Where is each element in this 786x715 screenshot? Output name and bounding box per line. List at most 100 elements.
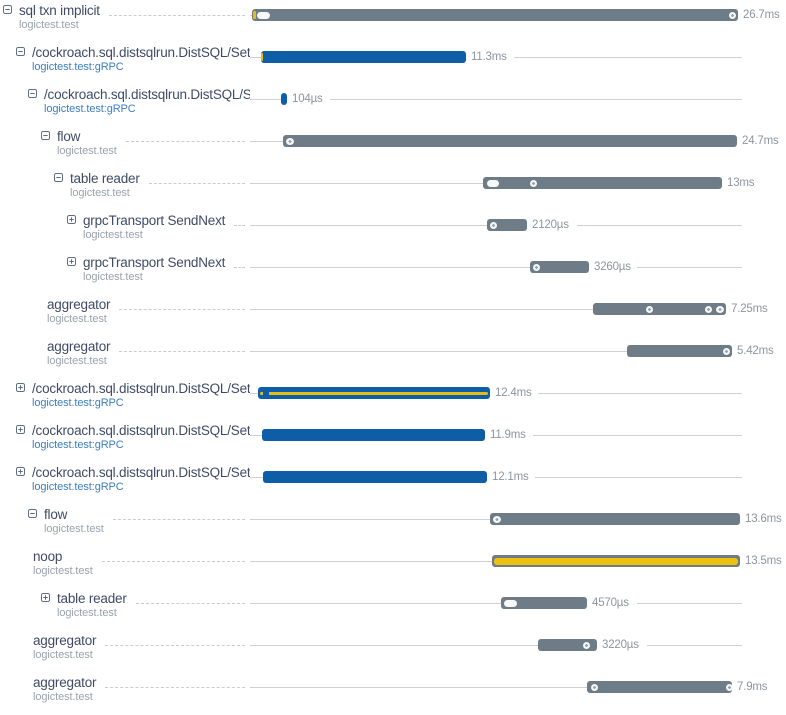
- span-timeline-track: 4570µs: [250, 589, 742, 631]
- trace-row: flow logictest.test 24.7ms: [0, 127, 786, 169]
- span-subtitle: logictest.test: [47, 355, 107, 367]
- expand-icon[interactable]: [16, 425, 25, 434]
- span-duration-label: 3220µs: [602, 639, 639, 651]
- span-bar[interactable]: [490, 513, 740, 525]
- leader-dashed-line: [108, 15, 245, 16]
- expand-icon[interactable]: [67, 215, 76, 224]
- span-title: aggregator: [47, 339, 111, 354]
- expand-icon[interactable]: [16, 383, 25, 392]
- span-title: table reader: [70, 171, 140, 186]
- span-bar[interactable]: [627, 345, 732, 357]
- track-line-after-label: [538, 393, 742, 394]
- span-timeline-track: 13.5ms: [250, 547, 782, 589]
- span-label-cell: /cockroach.sql.distsqlrun.DistSQL/Set lo…: [0, 379, 250, 421]
- span-subtitle: logictest.test:gRPC: [32, 61, 124, 73]
- span-duration-label: 104µs: [292, 93, 323, 105]
- span-title: table reader: [57, 591, 127, 606]
- trace-row: aggregator logictest.test 7.25ms: [0, 295, 786, 337]
- child-span-dot-marker: [716, 305, 724, 313]
- trace-row: noop logictest.test 13.5ms: [0, 547, 786, 589]
- child-span-dot-marker: [705, 305, 712, 313]
- span-timeline-track: 104µs: [250, 85, 742, 127]
- child-span-dot-marker: [490, 221, 497, 229]
- leader-dashed-line: [112, 519, 245, 520]
- track-line-before-bar: [250, 687, 587, 688]
- span-bar[interactable]: [587, 681, 733, 693]
- span-subtitle: logictest.test: [70, 187, 130, 199]
- expand-icon[interactable]: [16, 467, 25, 476]
- collapse-icon[interactable]: [28, 89, 37, 98]
- collapse-icon[interactable]: [16, 47, 25, 56]
- trace-row: grpcTransport SendNext logictest.test 21…: [0, 211, 786, 253]
- leader-dashed-line: [101, 561, 245, 562]
- leader-dashed-line: [105, 687, 245, 688]
- span-timeline-track: 26.7ms: [250, 1, 780, 43]
- span-bar[interactable]: [492, 555, 740, 567]
- leader-dashed-line: [135, 603, 245, 604]
- span-label-cell: aggregator logictest.test: [0, 295, 250, 337]
- span-bar[interactable]: [593, 303, 726, 315]
- span-duration-label: 11.3ms: [471, 51, 507, 63]
- child-span-dot-marker: [533, 263, 540, 271]
- span-label: aggregator logictest.test: [0, 295, 111, 325]
- span-duration-label: 13.6ms: [745, 513, 782, 525]
- span-bar[interactable]: [252, 9, 738, 21]
- child-span-dot-marker: [726, 683, 733, 691]
- span-bar[interactable]: [281, 93, 287, 105]
- span-bar[interactable]: [538, 639, 597, 651]
- child-span-dot-marker: [646, 305, 653, 313]
- span-bar[interactable]: [261, 51, 466, 63]
- span-duration-label: 13ms: [727, 177, 755, 189]
- span-title: /cockroach.sql.distsqlrun.DistSQL/Set: [32, 45, 250, 60]
- span-label-cell: aggregator logictest.test: [0, 673, 250, 715]
- span-label-cell: aggregator logictest.test: [0, 631, 250, 673]
- span-bar[interactable]: [263, 471, 487, 483]
- track-line-before-bar: [250, 267, 530, 268]
- span-duration-label: 11.9ms: [490, 429, 526, 441]
- span-title: flow: [44, 507, 68, 522]
- span-bar[interactable]: [258, 387, 490, 399]
- span-bar[interactable]: [283, 135, 737, 147]
- span-bar[interactable]: [501, 597, 587, 609]
- expand-icon[interactable]: [41, 593, 50, 602]
- span-subtitle: logictest.test:gRPC: [32, 439, 124, 451]
- track-line-before-bar: [250, 477, 263, 478]
- span-timeline-track: 13ms: [250, 169, 755, 211]
- collapse-icon[interactable]: [54, 173, 63, 182]
- span-label-cell: /cockroach.sql.distsqlrun.DistSQL/S logi…: [0, 85, 250, 127]
- span-timeline-track: 7.9ms: [250, 673, 768, 715]
- span-label: flow logictest.test: [0, 127, 117, 157]
- track-line-before-bar: [250, 225, 487, 226]
- span-bar[interactable]: [487, 219, 527, 231]
- expand-icon[interactable]: [67, 257, 76, 266]
- span-timeline-track: 3260µs: [250, 253, 742, 295]
- span-bar[interactable]: [483, 177, 722, 189]
- collapse-icon[interactable]: [3, 5, 12, 14]
- leader-dashed-line: [125, 141, 245, 142]
- collapse-icon[interactable]: [28, 509, 37, 518]
- span-title: aggregator: [47, 297, 111, 312]
- span-bar[interactable]: [530, 261, 589, 273]
- span-label-cell: sql txn implicit logictest.test: [0, 1, 250, 43]
- span-timeline-track: 3220µs: [250, 631, 742, 673]
- span-title: sql txn implicit: [19, 3, 100, 18]
- span-duration-label: 3260µs: [594, 261, 631, 273]
- trace-row: table reader logictest.test 13ms: [0, 169, 786, 211]
- track-line-after-label: [637, 267, 742, 268]
- child-span-dot-marker: [530, 179, 537, 187]
- collapse-icon[interactable]: [41, 131, 50, 140]
- span-label: table reader logictest.test: [0, 169, 140, 199]
- span-bar[interactable]: [262, 429, 485, 441]
- trace-row: sql txn implicit logictest.test 26.7ms: [0, 1, 786, 43]
- expander-glyph: [3, 5, 12, 14]
- track-line-after-label: [637, 603, 742, 604]
- span-duration-label: 7.9ms: [737, 681, 768, 693]
- span-duration-label: 5.42ms: [737, 345, 774, 357]
- trace-row: /cockroach.sql.distsqlrun.DistSQL/S logi…: [0, 85, 786, 127]
- span-timeline-track: 13.6ms: [250, 505, 782, 547]
- span-label: grpcTransport SendNext logictest.test: [0, 211, 225, 241]
- track-line-after-label: [535, 477, 742, 478]
- track-line-before-bar: [250, 645, 538, 646]
- track-line-before-bar: [250, 141, 283, 142]
- track-line-before-bar: [250, 99, 281, 100]
